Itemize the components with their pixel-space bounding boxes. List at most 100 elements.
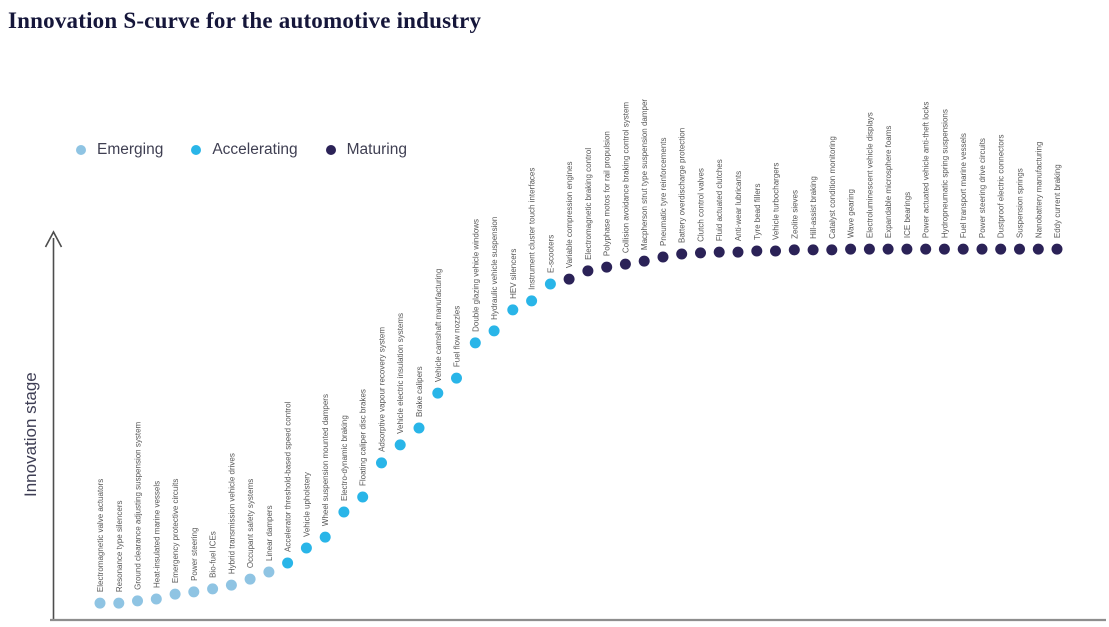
point-label: Hybrid transmission vehicle drives bbox=[227, 453, 236, 574]
data-point bbox=[544, 278, 556, 290]
point-label: Eddy current braking bbox=[1053, 164, 1062, 238]
point-label: Clutch control valves bbox=[697, 168, 706, 242]
data-point bbox=[488, 325, 500, 337]
legend-dot-icon bbox=[76, 145, 86, 155]
data-point bbox=[901, 243, 913, 255]
point-label: Adsorptive vapour recovery system bbox=[378, 327, 387, 452]
point-label: Resonance type silencers bbox=[115, 500, 124, 592]
point-label: Instrument cluster touch interfaces bbox=[528, 168, 537, 290]
data-point bbox=[695, 247, 706, 259]
legend-dot-icon bbox=[191, 145, 202, 155]
data-point bbox=[619, 258, 631, 270]
data-points-group: Electromagnetic valve actuators Resonance… bbox=[94, 99, 1063, 609]
legend-item-maturing: Maturing bbox=[325, 141, 407, 159]
point-label: Power actuated vehicle anti-theft locks bbox=[922, 102, 931, 239]
data-point bbox=[788, 244, 800, 256]
data-point bbox=[319, 531, 331, 543]
legend-dot-icon bbox=[325, 145, 336, 155]
legend: Emerging Accelerating Maturing bbox=[76, 141, 407, 159]
point-label: Electroluminescent vehicle displays bbox=[865, 112, 874, 238]
data-point bbox=[826, 244, 838, 256]
data-point bbox=[601, 261, 613, 273]
data-point bbox=[957, 243, 969, 255]
data-point bbox=[94, 597, 106, 609]
data-point bbox=[1051, 243, 1063, 255]
point-label: Wave gearing bbox=[847, 189, 856, 238]
y-axis-label: Innovation stage bbox=[21, 372, 40, 497]
y-axis-arrow-icon bbox=[44, 230, 63, 248]
data-point bbox=[638, 255, 650, 267]
data-point bbox=[863, 243, 875, 255]
legend-label: Emerging bbox=[97, 141, 164, 158]
data-point bbox=[920, 243, 932, 255]
legend-item-emerging: Emerging bbox=[76, 141, 163, 159]
data-point bbox=[357, 491, 369, 503]
data-point bbox=[657, 251, 669, 263]
point-label: Collision avoidance braking control syst… bbox=[621, 102, 630, 254]
data-point bbox=[113, 597, 125, 609]
point-label: Hydraulic vehicle suspension bbox=[490, 217, 499, 320]
data-point bbox=[244, 573, 256, 585]
data-point bbox=[263, 566, 275, 578]
data-point bbox=[394, 439, 406, 451]
point-label: Vehicle upholstery bbox=[302, 472, 311, 537]
data-point bbox=[751, 245, 763, 257]
point-label: Heat-insulated marine vessels bbox=[152, 481, 161, 588]
point-label: Hill-assist braking bbox=[809, 176, 818, 239]
point-label: Macpherson strut type suspension damper bbox=[640, 99, 649, 251]
data-point bbox=[1032, 243, 1044, 255]
point-label: ICE bearings bbox=[903, 192, 912, 238]
point-label: Expandable microsphere foams bbox=[884, 126, 893, 239]
data-point bbox=[807, 244, 819, 256]
data-point bbox=[676, 248, 688, 260]
point-label: Nanobattery manufacturing bbox=[1034, 142, 1043, 239]
point-label: Electro-dynamic braking bbox=[340, 415, 349, 501]
data-point bbox=[938, 243, 950, 255]
point-label: Variable compression engines bbox=[565, 162, 574, 269]
data-point bbox=[225, 579, 237, 591]
data-point bbox=[376, 457, 387, 469]
data-point bbox=[507, 304, 519, 316]
point-label: Anti-wear lubricants bbox=[734, 171, 743, 241]
point-label: Tyre bead fillers bbox=[753, 184, 762, 240]
point-label: Fluid actuated clutches bbox=[715, 159, 724, 241]
point-label: Linear dampers bbox=[265, 505, 274, 561]
data-point bbox=[150, 593, 162, 605]
point-label: Power steering bbox=[190, 528, 199, 581]
point-label: Hydropneumatic spring suspensions bbox=[940, 109, 949, 238]
point-label: Floating caliper disc brakes bbox=[359, 389, 368, 486]
point-label: Pneumatic tyre reinforcements bbox=[659, 138, 668, 247]
point-label: Ground clearance adjusting suspension sy… bbox=[134, 421, 143, 589]
data-point bbox=[1014, 243, 1025, 255]
point-label: Polyphase motos for rail propulsion bbox=[603, 131, 612, 256]
point-label: Emergency protective circuits bbox=[171, 479, 180, 583]
point-label: Bio-fuel ICEs bbox=[209, 531, 218, 578]
point-label: Dustproof electric connectors bbox=[997, 134, 1006, 238]
data-point bbox=[526, 295, 538, 307]
data-point bbox=[845, 243, 857, 255]
data-point bbox=[713, 246, 725, 258]
point-label: Suspension springs bbox=[1016, 168, 1025, 238]
point-label: Zeolite sieves bbox=[790, 190, 799, 239]
data-point bbox=[132, 595, 143, 607]
data-point bbox=[976, 243, 988, 255]
point-label: Brake calipers bbox=[415, 366, 424, 417]
point-label: Power steering drive circuits bbox=[978, 138, 987, 238]
data-point bbox=[282, 557, 294, 569]
data-point bbox=[207, 583, 219, 595]
point-label: Vehicle camshaft manufacturing bbox=[434, 269, 443, 382]
point-label: Battery overdischarge protection bbox=[678, 128, 687, 243]
point-label: Vehicle electric insulation systems bbox=[396, 313, 405, 434]
point-label: Occupant safety systems bbox=[246, 479, 255, 568]
point-label: Electromagnetic braking control bbox=[584, 148, 593, 260]
point-label: HEV silencers bbox=[509, 249, 518, 299]
point-label: Catalyst condition monitoring bbox=[828, 136, 837, 239]
point-label: Wheel suspension mounted dampers bbox=[321, 394, 330, 526]
point-label: Electromagnetic valve actuators bbox=[96, 479, 105, 592]
data-point bbox=[413, 422, 425, 434]
data-point bbox=[169, 588, 181, 600]
data-point bbox=[432, 387, 444, 399]
data-point bbox=[451, 372, 462, 384]
